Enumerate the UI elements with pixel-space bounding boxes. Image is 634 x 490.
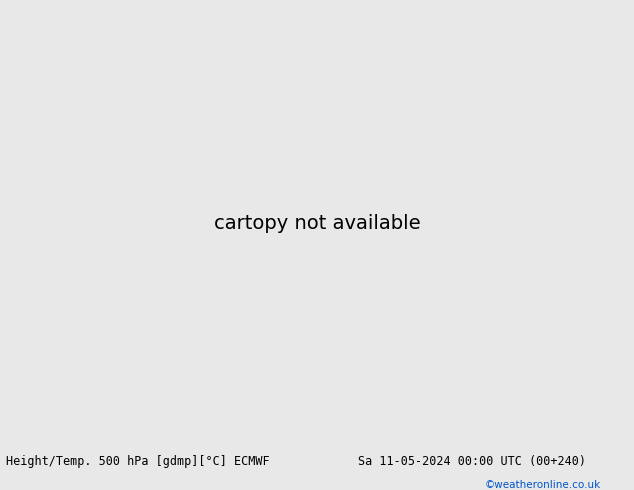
Text: ©weatheronline.co.uk: ©weatheronline.co.uk: [485, 480, 601, 490]
Text: Sa 11-05-2024 00:00 UTC (00+240): Sa 11-05-2024 00:00 UTC (00+240): [358, 455, 586, 468]
Text: cartopy not available: cartopy not available: [214, 214, 420, 233]
Text: Height/Temp. 500 hPa [gdmp][°C] ECMWF: Height/Temp. 500 hPa [gdmp][°C] ECMWF: [6, 455, 270, 468]
